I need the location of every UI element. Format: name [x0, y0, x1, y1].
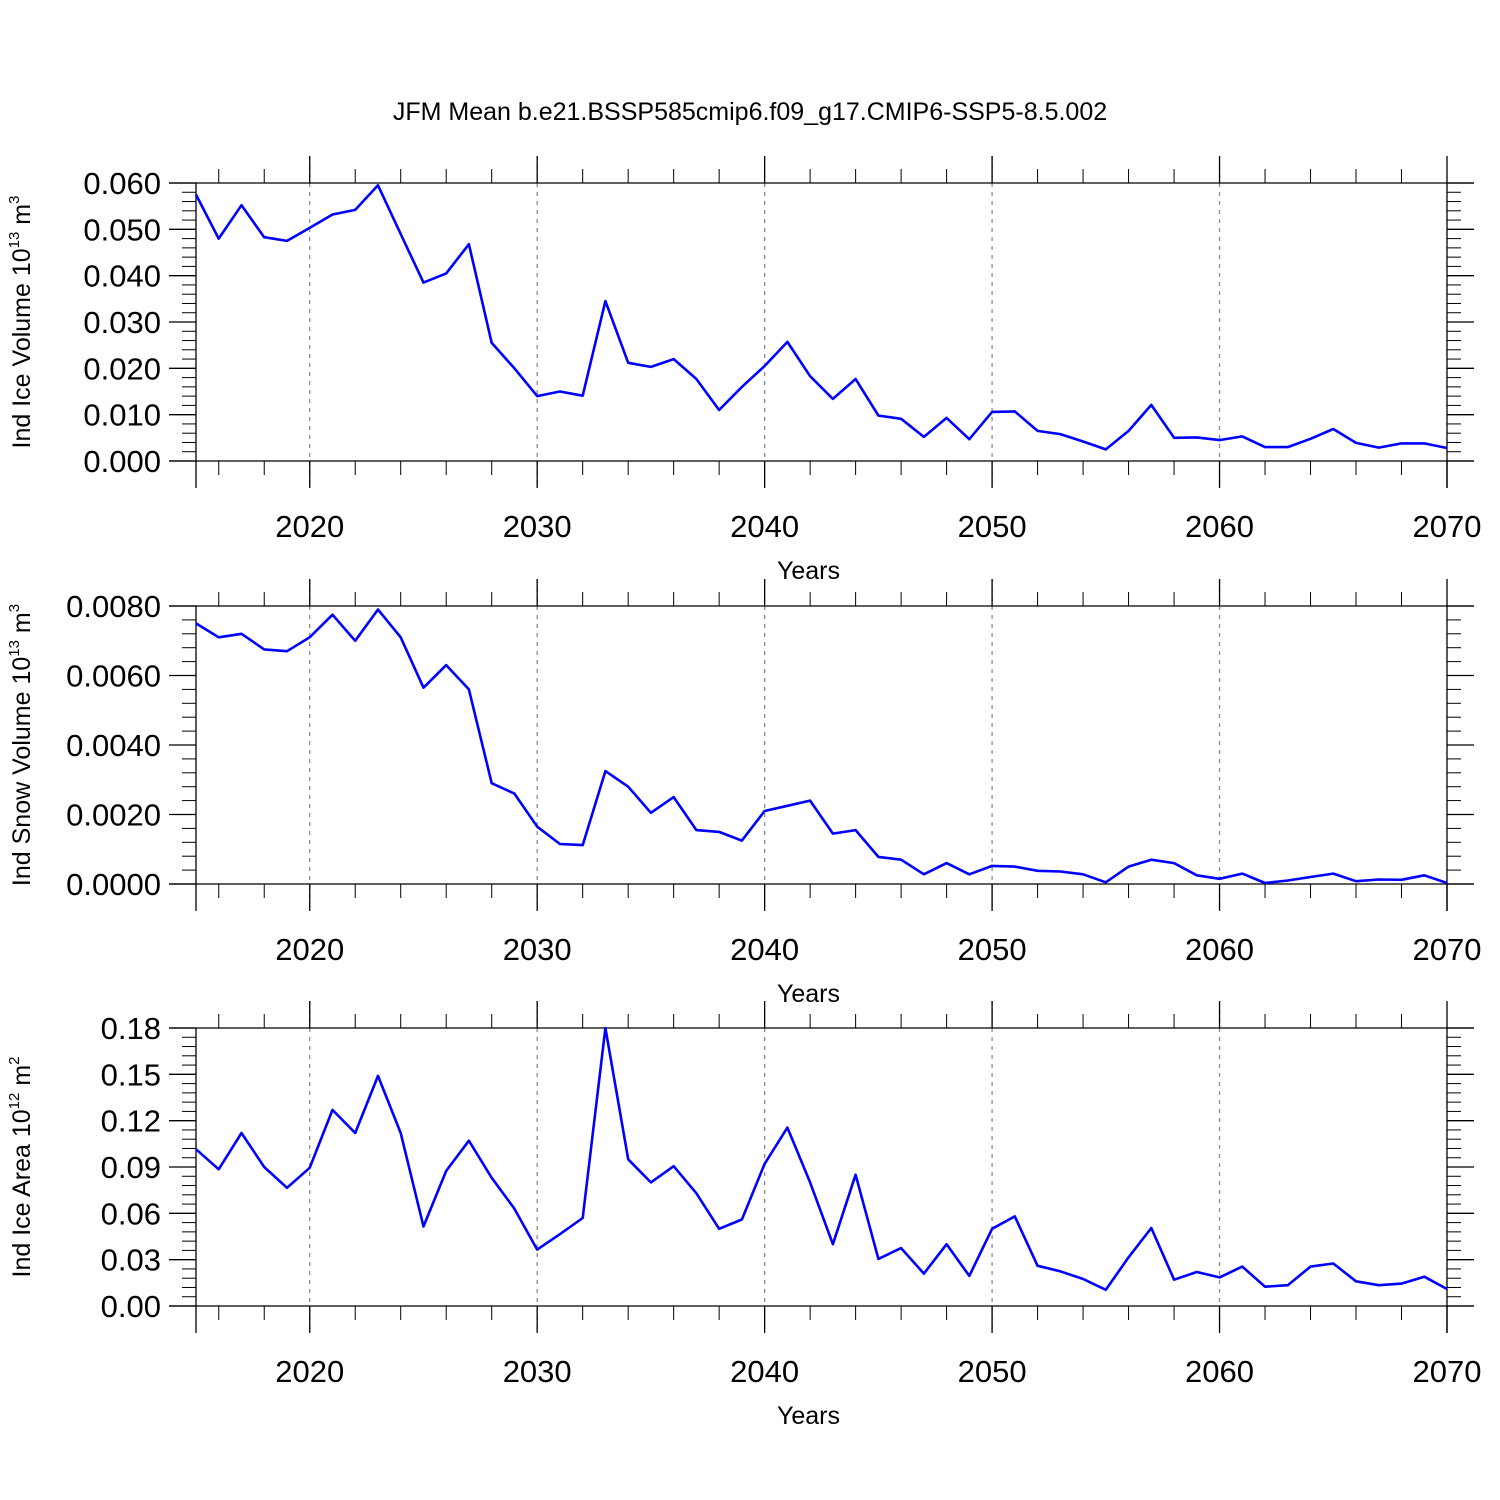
x-tick-label: 2030 [503, 1354, 572, 1389]
y-tick-label: 0.030 [83, 305, 161, 340]
x-tick-label: 2020 [275, 932, 344, 967]
x-tick-label: 2020 [275, 509, 344, 544]
x-tick-label: 2070 [1413, 932, 1482, 967]
x-tick-label: 2070 [1413, 509, 1482, 544]
x-tick-label: 2040 [730, 1354, 799, 1389]
y-tick-label: 0.18 [101, 1011, 161, 1046]
x-axis-label: Years [777, 980, 840, 1008]
y-tick-label: 0.000 [83, 444, 161, 479]
y-tick-label: 0.03 [101, 1243, 161, 1278]
y-tick-label: 0.050 [83, 212, 161, 247]
y-axis-label: Ind Ice Area 1012 m2 [6, 1057, 36, 1278]
y-axis-label: Ind Snow Volume 1013 m3 [6, 604, 36, 886]
y-tick-label: 0.09 [101, 1150, 161, 1185]
x-tick-label: 2060 [1185, 509, 1254, 544]
y-tick-label: 0.010 [83, 398, 161, 433]
series-line [195, 1026, 1448, 1292]
x-tick-label: 2030 [503, 932, 572, 967]
y-tick-label: 0.020 [83, 351, 161, 386]
y-tick-label: 0.0080 [66, 589, 161, 624]
series-line [194, 184, 1448, 451]
x-tick-label: 2020 [275, 1354, 344, 1389]
y-tick-label: 0.060 [83, 166, 161, 201]
y-tick-label: 0.0040 [66, 728, 161, 763]
x-tick-label: 2030 [503, 509, 572, 544]
x-tick-label: 2050 [958, 509, 1027, 544]
panel-2: 2020 2030 2040 2050 2060 2070 Years 0.0000 0.002… [6, 579, 1481, 1008]
y-tick-label: 0.15 [101, 1057, 161, 1092]
x-axis-label: Years [777, 1402, 840, 1430]
x-tick-label: 2070 [1413, 1354, 1482, 1389]
x-tick-label: 2050 [958, 1354, 1027, 1389]
y-tick-label: 0.0060 [66, 659, 161, 694]
x-tick-label: 2060 [1185, 932, 1254, 967]
chart-title: JFM Mean b.e21.BSSP585cmip6.f09_g17.CMIP… [393, 98, 1107, 126]
x-axis-label: Years [777, 557, 840, 585]
x-tick-label: 2050 [958, 932, 1027, 967]
x-tick-label: 2040 [730, 932, 799, 967]
y-tick-label: 0.0000 [66, 867, 161, 902]
y-tick-label: 0.06 [101, 1196, 161, 1231]
panel-3: 2020 2030 2040 2050 2060 2070 Years 0.00 0.03 0.0… [6, 1001, 1481, 1430]
panels: 2020 2030 2040 2050 2060 2070 Years 0.000 0.010 0… [6, 156, 1481, 1430]
series-line [195, 608, 1448, 885]
y-axis-label: Ind Ice Volume 1013 m3 [6, 196, 36, 449]
y-tick-label: 0.040 [83, 259, 161, 294]
y-tick-label: 0.0020 [66, 798, 161, 833]
y-tick-label: 0.00 [101, 1289, 161, 1324]
x-tick-label: 2060 [1185, 1354, 1254, 1389]
y-tick-label: 0.12 [101, 1104, 161, 1139]
panel-1: 2020 2030 2040 2050 2060 2070 Years 0.000 0.010 0… [6, 156, 1481, 585]
x-tick-label: 2040 [730, 509, 799, 544]
